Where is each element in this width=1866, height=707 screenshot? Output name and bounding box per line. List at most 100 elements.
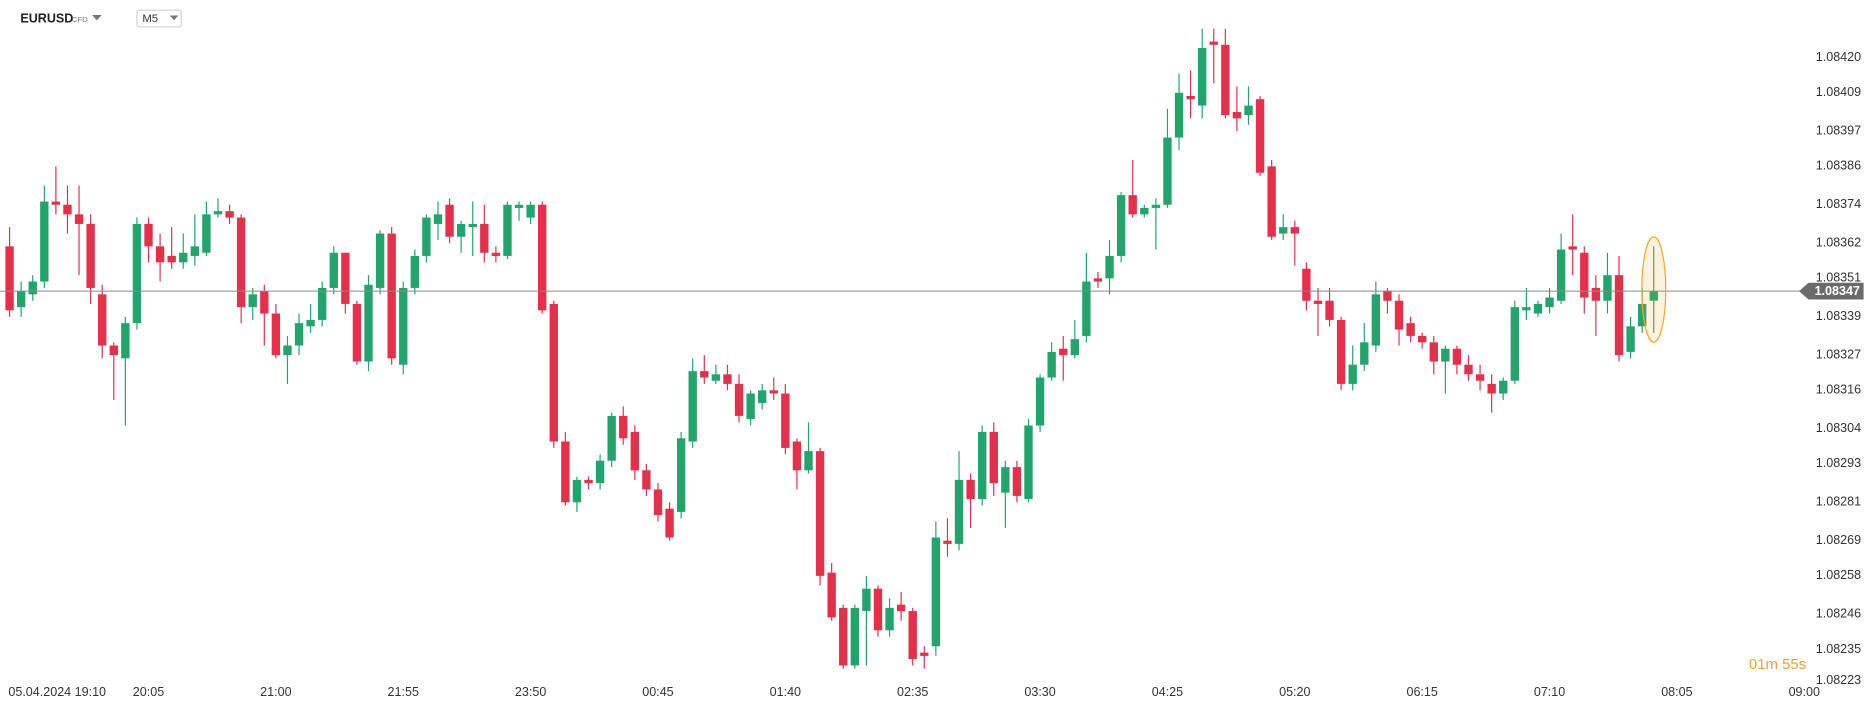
timeframe-box[interactable] [136, 9, 182, 28]
candle-body [815, 451, 825, 576]
timeframe[interactable]: M5 [142, 13, 158, 25]
candle-body [51, 201, 61, 205]
candle-body [977, 431, 987, 500]
candle-body [40, 201, 49, 282]
y-tick-label: 1.08304 [1816, 421, 1861, 435]
candle-body [1464, 364, 1473, 375]
candle-body [155, 246, 165, 263]
candle-body [236, 217, 246, 308]
candle-body [1035, 377, 1045, 426]
candle-body [1533, 303, 1543, 314]
candle-body [943, 540, 952, 544]
candle-body [1394, 300, 1404, 330]
x-tick-label: 02:35 [897, 685, 928, 699]
y-tick-label: 1.08316 [1816, 383, 1861, 397]
candle-body [549, 303, 558, 442]
candle-body [1197, 47, 1207, 106]
candle-body [167, 255, 176, 263]
candle-body [966, 479, 975, 500]
candle-body [1556, 249, 1566, 301]
candle-body [804, 451, 813, 471]
x-tick-label: 03:30 [1024, 685, 1055, 699]
candle-body [1360, 342, 1369, 365]
candle-body [896, 604, 906, 612]
y-tick-label: 1.08386 [1816, 159, 1861, 173]
y-tick-label: 1.08327 [1816, 347, 1861, 361]
candle-body [792, 441, 802, 471]
candle-body [1637, 303, 1647, 327]
candle-body [1580, 252, 1589, 298]
candle-body [202, 214, 211, 253]
x-tick-label: 21:00 [260, 685, 291, 699]
candle-body [1024, 425, 1033, 500]
candle-body [1047, 351, 1056, 378]
candle-body [121, 323, 130, 359]
x-tick-label: 08:05 [1661, 685, 1692, 699]
candle-body [781, 393, 790, 448]
candle-body [1059, 348, 1068, 356]
candle-body [364, 284, 373, 362]
candle-body [28, 281, 37, 295]
candle-body [410, 255, 420, 288]
candle-body [318, 287, 327, 320]
candle-body [1406, 323, 1415, 336]
candle-body [1209, 41, 1218, 45]
candle-body [885, 607, 894, 631]
candle-body [920, 652, 929, 656]
candle-body [1244, 105, 1253, 116]
candle-body [839, 607, 848, 666]
candle-body [711, 374, 721, 381]
candle-body [862, 588, 871, 612]
candle-body [595, 460, 605, 484]
candle-body [584, 479, 593, 484]
candle-body [908, 611, 917, 660]
candle-body [653, 489, 663, 516]
candle-body [1070, 339, 1080, 356]
candle-body [468, 223, 477, 228]
candle-body [1001, 467, 1010, 493]
candle-body [375, 233, 385, 288]
y-tick-label: 1.08258 [1816, 568, 1861, 582]
candle-body [1417, 335, 1427, 343]
symbol[interactable]: EURUSD [20, 11, 73, 25]
candle-body [480, 223, 489, 253]
candle-body [456, 223, 466, 237]
candle-body [572, 479, 582, 503]
candle-body [1348, 364, 1357, 384]
y-tick-label: 1.08235 [1816, 642, 1861, 656]
candle-body [63, 204, 72, 215]
current-price-tag [1799, 282, 1864, 300]
x-tick-label: 04:25 [1152, 685, 1183, 699]
candle-body [5, 246, 14, 311]
x-tick-label: 09:00 [1789, 685, 1820, 699]
candle-body [514, 204, 524, 208]
candle-body [538, 204, 547, 311]
y-tick-label: 1.08351 [1816, 271, 1861, 285]
candle-body [931, 537, 941, 647]
candle-body [1082, 281, 1091, 336]
candle-body [1140, 207, 1149, 215]
candle-body [1452, 348, 1462, 365]
x-tick-label: 05.04.2024 19:10 [8, 685, 106, 699]
x-tick-label: 20:05 [133, 685, 164, 699]
candle-body [1383, 291, 1392, 301]
candle-body [1545, 297, 1554, 308]
candle-body [1128, 195, 1137, 215]
candle-body [179, 252, 188, 263]
x-tick-label: 21:55 [388, 685, 419, 699]
candle-body [1313, 300, 1323, 304]
candle-body [98, 294, 107, 346]
timeframe-dropdown[interactable] [169, 15, 179, 21]
candle-body [1649, 291, 1658, 301]
y-tick-label: 1.08362 [1816, 235, 1861, 249]
candle-body [1626, 326, 1635, 352]
candle-body [989, 431, 998, 484]
y-tick-label: 1.08397 [1816, 123, 1861, 137]
candle-body [1151, 204, 1161, 208]
candle-body [352, 303, 362, 362]
candle-body [144, 223, 153, 247]
symbol-dropdown[interactable] [92, 14, 102, 21]
candle-body [213, 211, 223, 215]
